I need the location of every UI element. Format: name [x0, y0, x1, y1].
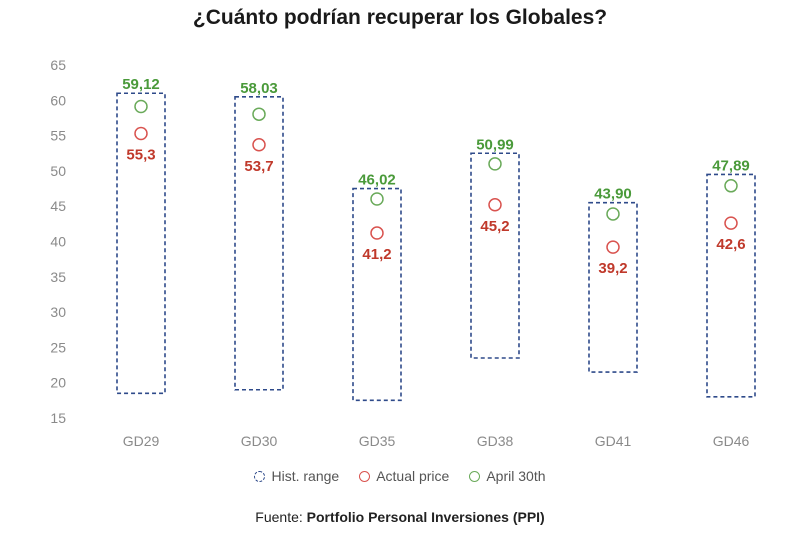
- april-point: [488, 157, 502, 171]
- x-tick-label: GD30: [241, 433, 278, 449]
- range-box: [352, 187, 402, 402]
- actual-point: [606, 240, 620, 254]
- legend-item-april: April 30th: [469, 468, 546, 484]
- actual-point: [488, 198, 502, 212]
- april-point: [724, 179, 738, 193]
- source-prefix: Fuente:: [255, 509, 303, 525]
- x-tick-label: GD46: [713, 433, 750, 449]
- actual-value-label: 39,2: [598, 260, 627, 277]
- chart-title: ¿Cuánto podrían recuperar los Globales?: [192, 6, 608, 29]
- actual-point: [724, 216, 738, 230]
- april-value-label: 59,12: [122, 76, 160, 93]
- y-tick-label: 55: [50, 128, 66, 144]
- legend-label-april: April 30th: [486, 468, 546, 484]
- legend-item-range: Hist. range: [254, 468, 339, 484]
- y-tick-label: 15: [50, 410, 66, 426]
- chart-source: Fuente: Portfolio Personal Inversiones (…: [0, 509, 800, 525]
- legend-april-marker: [469, 470, 481, 482]
- range-box: [234, 95, 284, 391]
- april-point: [252, 107, 266, 121]
- legend-actual-marker: [359, 470, 371, 482]
- y-tick-label: 35: [50, 269, 66, 285]
- april-point: [370, 192, 384, 206]
- april-point: [134, 99, 148, 114]
- actual-value-label: 55,3: [126, 146, 155, 163]
- x-tick-label: GD35: [359, 433, 396, 449]
- x-tick-label: GD38: [477, 433, 514, 449]
- legend-label-range: Hist. range: [271, 468, 340, 484]
- april-value-label: 43,90: [594, 186, 632, 203]
- actual-value-label: 53,7: [244, 158, 273, 175]
- range-box: [706, 173, 756, 398]
- range-box: [588, 201, 638, 373]
- actual-value-label: 42,6: [716, 236, 745, 253]
- actual-point: [370, 226, 384, 240]
- range-box: [470, 152, 520, 359]
- x-tick-label: GD29: [123, 433, 160, 449]
- april-value-label: 58,03: [240, 80, 278, 97]
- range-box: [116, 92, 166, 395]
- chart-plot: 15 20 25 30 35 40 45 50 55 60 65 GD29 GD30 GD35 GD38 GD…: [50, 57, 756, 449]
- y-tick-label: 45: [50, 198, 66, 214]
- y-tick-label: 40: [50, 234, 66, 250]
- actual-point: [134, 126, 148, 141]
- y-tick-label: 30: [50, 304, 66, 320]
- chart-legend: Hist. range Actual price April 30th: [0, 468, 800, 484]
- y-tick-label: 25: [50, 339, 66, 355]
- actual-point: [252, 138, 266, 152]
- actual-value-label: 45,2: [480, 218, 509, 235]
- x-tick-label: GD41: [595, 433, 632, 449]
- y-tick-label: 50: [50, 163, 66, 179]
- y-tick-label: 20: [50, 375, 66, 391]
- april-value-label: 47,89: [712, 157, 750, 174]
- legend-label-actual: Actual price: [376, 468, 450, 484]
- y-tick-label: 60: [50, 92, 66, 108]
- april-point: [606, 207, 620, 221]
- legend-range-marker: [254, 470, 266, 482]
- april-value-label: 50,99: [476, 136, 514, 153]
- y-tick-label: 65: [50, 57, 66, 73]
- actual-value-label: 41,2: [362, 246, 391, 263]
- legend-item-actual: Actual price: [359, 468, 449, 484]
- source-name: Portfolio Personal Inversiones (PPI): [306, 509, 545, 525]
- april-value-label: 46,02: [358, 172, 396, 189]
